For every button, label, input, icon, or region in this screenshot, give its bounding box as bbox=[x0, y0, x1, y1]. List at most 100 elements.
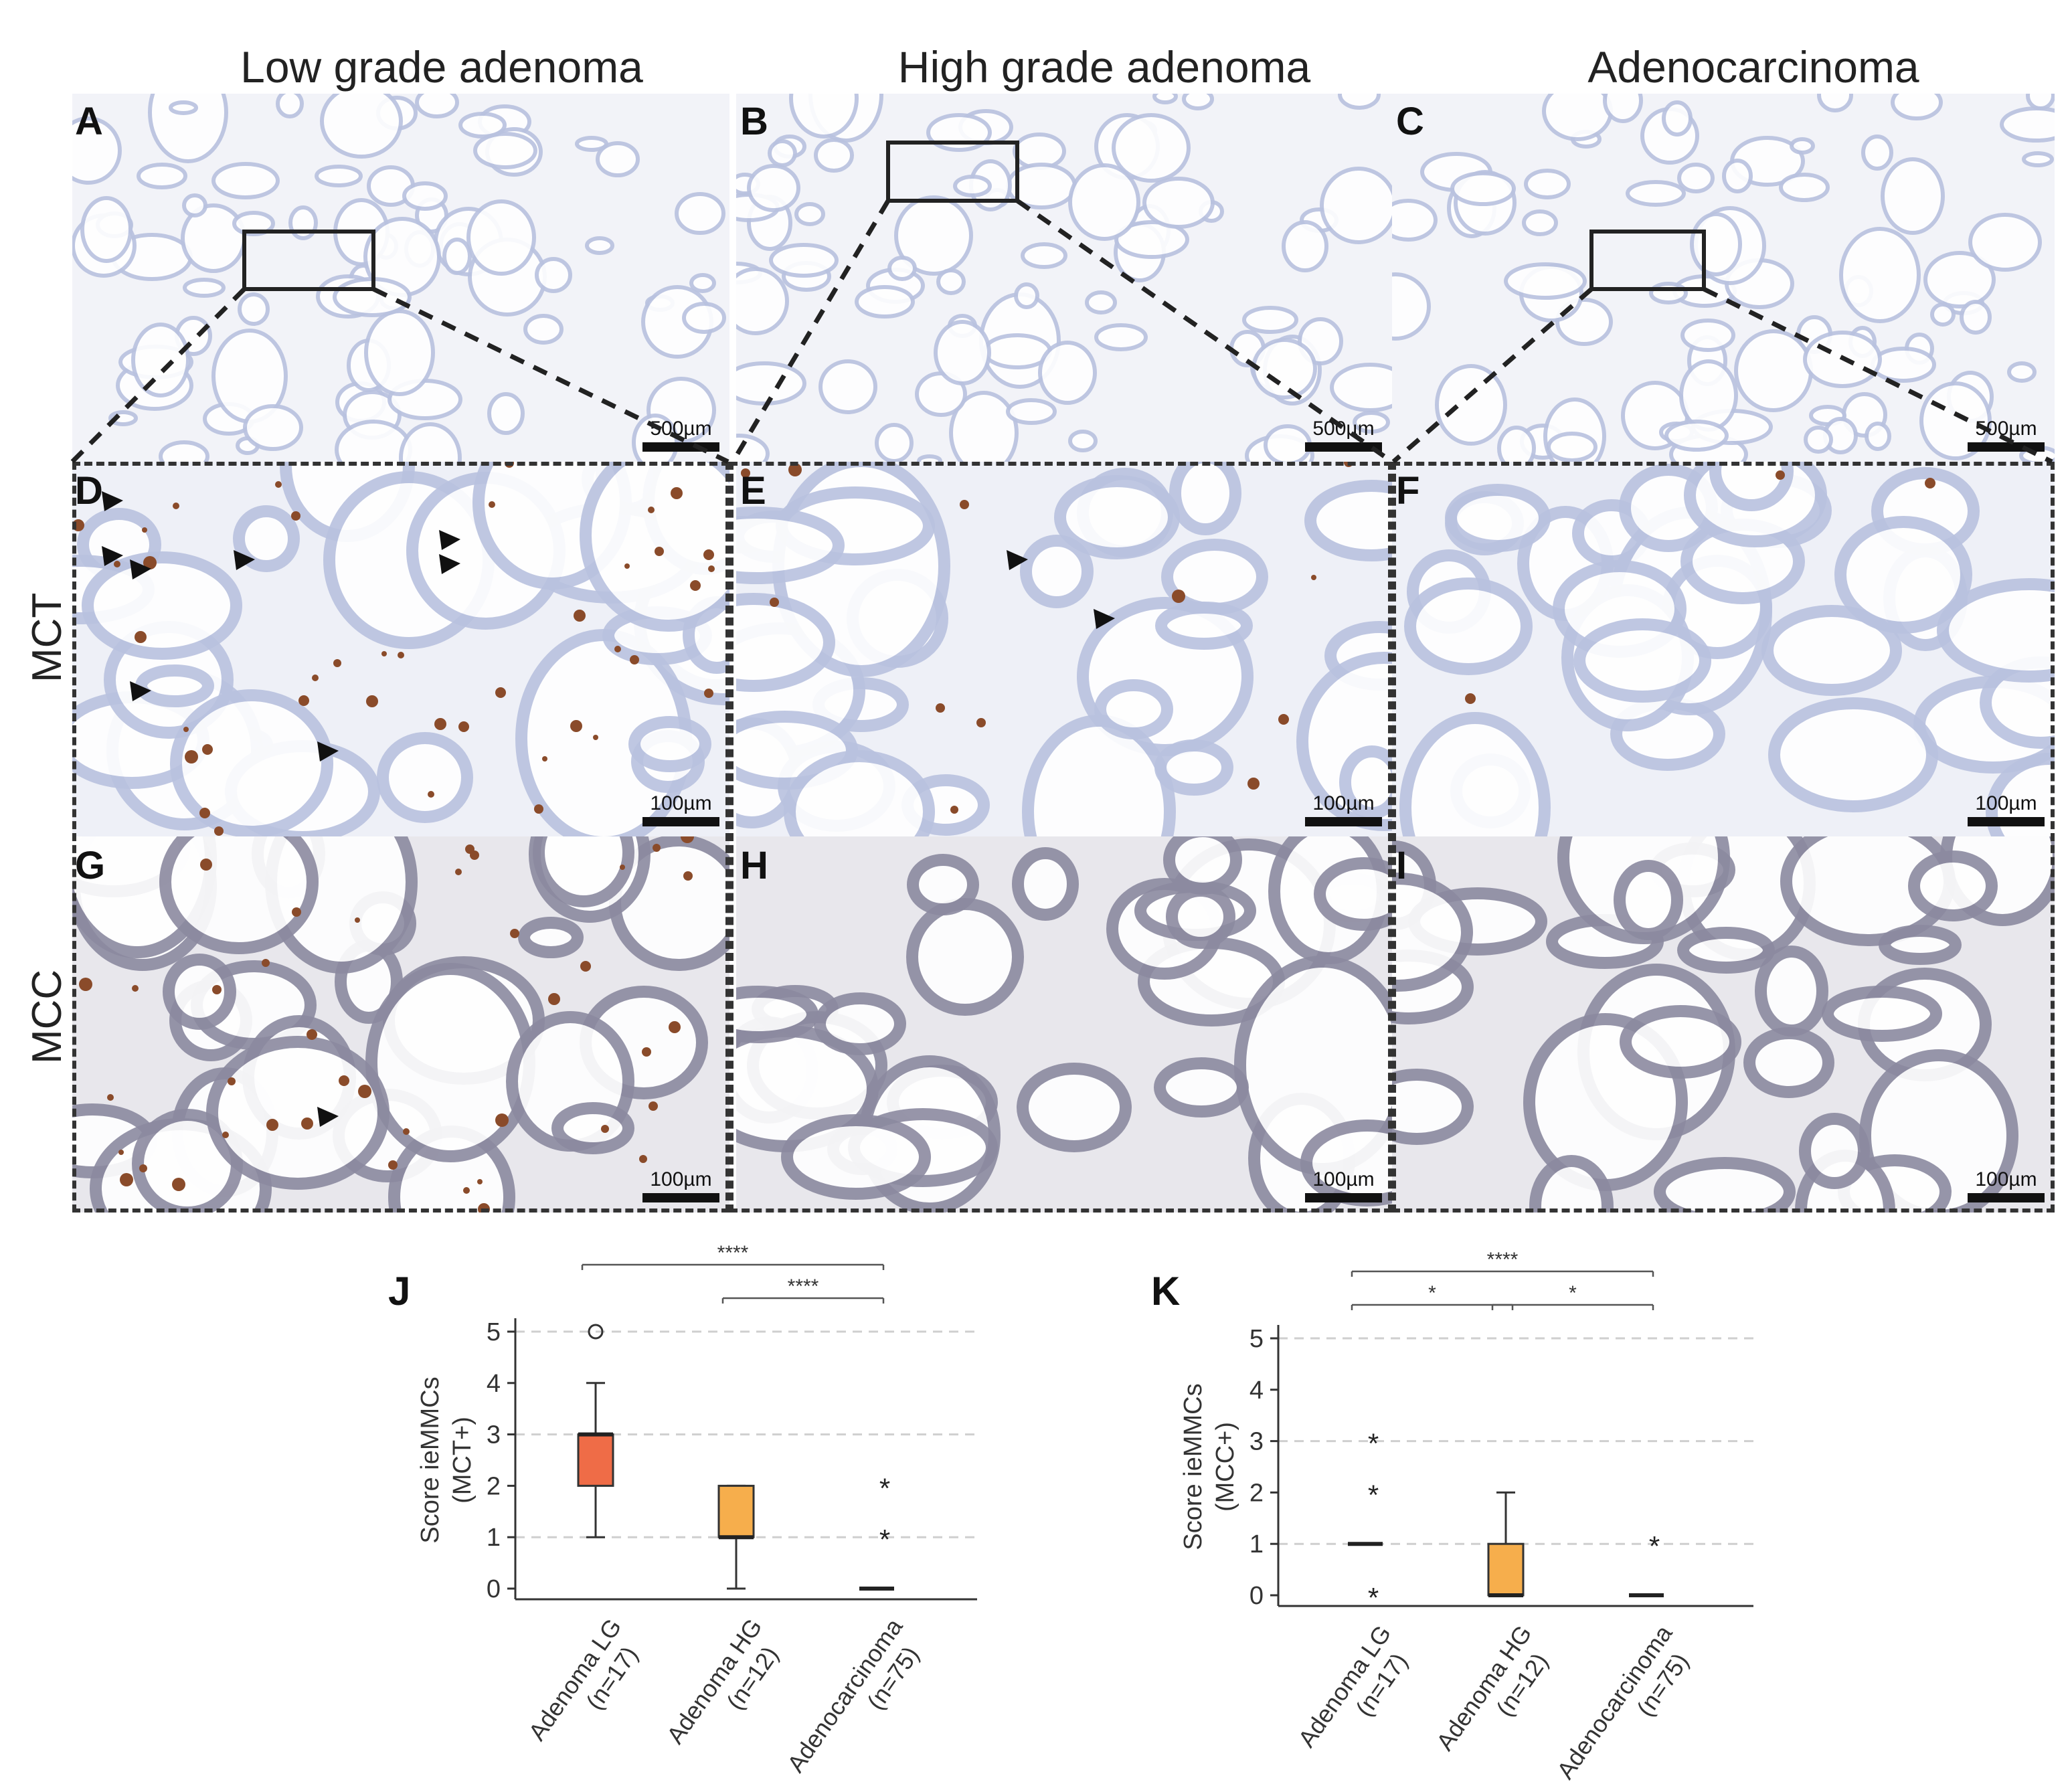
micrograph-panel-d bbox=[72, 462, 729, 836]
scale-bar-text: 500µm bbox=[1975, 418, 2037, 440]
micrograph-panel-i bbox=[1392, 836, 2055, 1213]
arrowhead-marker bbox=[234, 550, 255, 570]
panel-label-f: F bbox=[1396, 469, 1420, 513]
panel-label-c: C bbox=[1396, 100, 1424, 143]
micrograph-panel-b bbox=[736, 94, 1392, 462]
y-tick-label: 1 bbox=[487, 1524, 501, 1552]
row-title-mct: MCT bbox=[24, 592, 70, 683]
arrowhead-marker bbox=[439, 530, 460, 550]
arrowhead-marker bbox=[130, 559, 151, 579]
y-axis-label-line: Score ieMMCs bbox=[1179, 1383, 1207, 1550]
row-title-mcc: MCC bbox=[24, 969, 70, 1064]
scale-bar-text: 500µm bbox=[1312, 418, 1375, 440]
y-tick-label: 2 bbox=[1249, 1479, 1264, 1507]
boxplot-mct: J 0 1 2 3 4 5 Score ieMMCs (MCT+) * * Adenoma LG(n=… bbox=[388, 1242, 977, 1787]
chart-j: J 0 1 2 3 4 5 Score ieMMCs (MCT+) * * Adenoma LG(n=… bbox=[375, 1225, 1057, 1787]
scale-bar-text: 100µm bbox=[1975, 792, 2037, 814]
y-axis-label: Score ieMMCs (MCT+) bbox=[416, 1376, 477, 1543]
arrowhead-marker bbox=[130, 681, 151, 701]
y-tick-label: 3 bbox=[487, 1421, 501, 1449]
x-category-label: Adenoma HG(n=12) bbox=[661, 1613, 792, 1765]
y-tick-label: 5 bbox=[487, 1318, 501, 1346]
panel-label-e: E bbox=[740, 469, 766, 513]
scale-bar-i: 100µm bbox=[1968, 1168, 2045, 1202]
outlier-star: * bbox=[879, 1524, 890, 1555]
chart-panel-label: K bbox=[1151, 1269, 1180, 1314]
scale-bar-text: 100µm bbox=[1312, 1168, 1375, 1190]
y-tick-label: 5 bbox=[1249, 1325, 1264, 1353]
outlier-star: * bbox=[1649, 1530, 1660, 1562]
y-tick-label: 4 bbox=[487, 1370, 501, 1398]
outlier-star: * bbox=[879, 1472, 890, 1504]
scale-bar-line bbox=[1305, 1193, 1382, 1202]
scale-bar-line bbox=[642, 1193, 719, 1202]
column-title-low-grade: Low grade adenoma bbox=[240, 42, 643, 92]
outlier-star: * bbox=[1368, 1428, 1379, 1459]
box-iqr bbox=[717, 1484, 755, 1538]
arrowhead-marker bbox=[317, 1107, 339, 1127]
significance-label: **** bbox=[717, 1242, 749, 1264]
panel-label-i: I bbox=[1396, 844, 1407, 887]
significance-label: * bbox=[1428, 1282, 1436, 1304]
outlier-circle bbox=[588, 1324, 604, 1340]
scale-bar-d: 100µm bbox=[642, 792, 719, 826]
scale-bar-text: 100µm bbox=[650, 1168, 712, 1190]
arrowhead-marker bbox=[439, 554, 460, 574]
chart-panel-label: J bbox=[388, 1269, 410, 1314]
outlier-star: * bbox=[1368, 1582, 1379, 1613]
y-tick-label: 0 bbox=[1249, 1582, 1264, 1610]
arrowhead-marker bbox=[317, 741, 339, 762]
outlier-star: * bbox=[1368, 1479, 1379, 1510]
micrograph-panel-h bbox=[736, 836, 1392, 1213]
scale-bar-line bbox=[1968, 817, 2045, 826]
micrograph-panel-c bbox=[1392, 94, 2055, 462]
scale-bar-line bbox=[1968, 1193, 2045, 1202]
arrowhead-marker bbox=[1094, 609, 1115, 629]
scale-bar-line bbox=[642, 442, 719, 452]
scale-bar-line bbox=[1305, 817, 1382, 826]
y-axis-label-line: (MCT+) bbox=[448, 1417, 477, 1504]
panel-label-g: G bbox=[75, 844, 106, 887]
panel-label-a: A bbox=[75, 100, 103, 143]
y-axis-label-line: Score ieMMCs bbox=[416, 1376, 444, 1543]
x-category-label: Adenocarcinoma(n=75) bbox=[782, 1613, 932, 1787]
y-axis-label: Score ieMMCs (MCC+) bbox=[1179, 1383, 1239, 1550]
scale-bar-text: 500µm bbox=[650, 418, 712, 440]
arrowhead-marker bbox=[102, 546, 123, 566]
x-category-label: Adenocarcinoma(n=75) bbox=[1551, 1619, 1702, 1787]
x-category-label: Adenoma LG(n=17) bbox=[523, 1613, 651, 1763]
scale-bar-text: 100µm bbox=[1975, 1168, 2037, 1190]
significance-label: **** bbox=[1487, 1249, 1519, 1271]
significance-label: * bbox=[1569, 1282, 1577, 1304]
panel-label-h: H bbox=[740, 844, 768, 887]
box-iqr bbox=[577, 1433, 614, 1487]
x-category-label: Adenoma HG(n=12) bbox=[1431, 1620, 1561, 1772]
y-axis-label-line: (MCC+) bbox=[1211, 1422, 1239, 1512]
scale-bar-line bbox=[1305, 442, 1382, 452]
scale-bar-line bbox=[642, 817, 719, 826]
micrograph-panel-g bbox=[72, 836, 729, 1213]
y-tick-label: 3 bbox=[1249, 1428, 1264, 1456]
x-category-label: Adenoma LG(n=17) bbox=[1292, 1620, 1420, 1769]
scale-bar-text: 100µm bbox=[650, 792, 712, 814]
micrograph-panel-e bbox=[736, 462, 1392, 836]
arrowhead-marker bbox=[102, 491, 123, 511]
scale-bar-text: 100µm bbox=[1312, 792, 1375, 814]
micrograph-panel-f bbox=[1392, 462, 2055, 836]
chart-k: K 0 1 2 3 4 5 Score ieMMCs (MCC+) * * * * Adenoma LG(… bbox=[1138, 1225, 1834, 1787]
y-tick-label: 4 bbox=[1249, 1376, 1264, 1405]
y-tick-label: 2 bbox=[487, 1472, 501, 1500]
scale-bar-h: 100µm bbox=[1305, 1168, 1382, 1202]
significance-label: **** bbox=[788, 1275, 819, 1297]
panel-label-b: B bbox=[740, 100, 768, 143]
micrograph-panel-a bbox=[72, 94, 729, 462]
scale-bar-f: 100µm bbox=[1968, 792, 2045, 826]
box-iqr bbox=[1487, 1542, 1525, 1597]
scale-bar-c: 500µm bbox=[1968, 418, 2045, 452]
column-title-high-grade: High grade adenoma bbox=[897, 42, 1311, 92]
scale-bar-e: 100µm bbox=[1305, 792, 1382, 826]
scale-bar-line bbox=[1968, 442, 2045, 452]
panel-label-d: D bbox=[75, 469, 103, 513]
scale-bar-a: 500µm bbox=[642, 418, 719, 452]
scale-bar-b: 500µm bbox=[1305, 418, 1382, 452]
